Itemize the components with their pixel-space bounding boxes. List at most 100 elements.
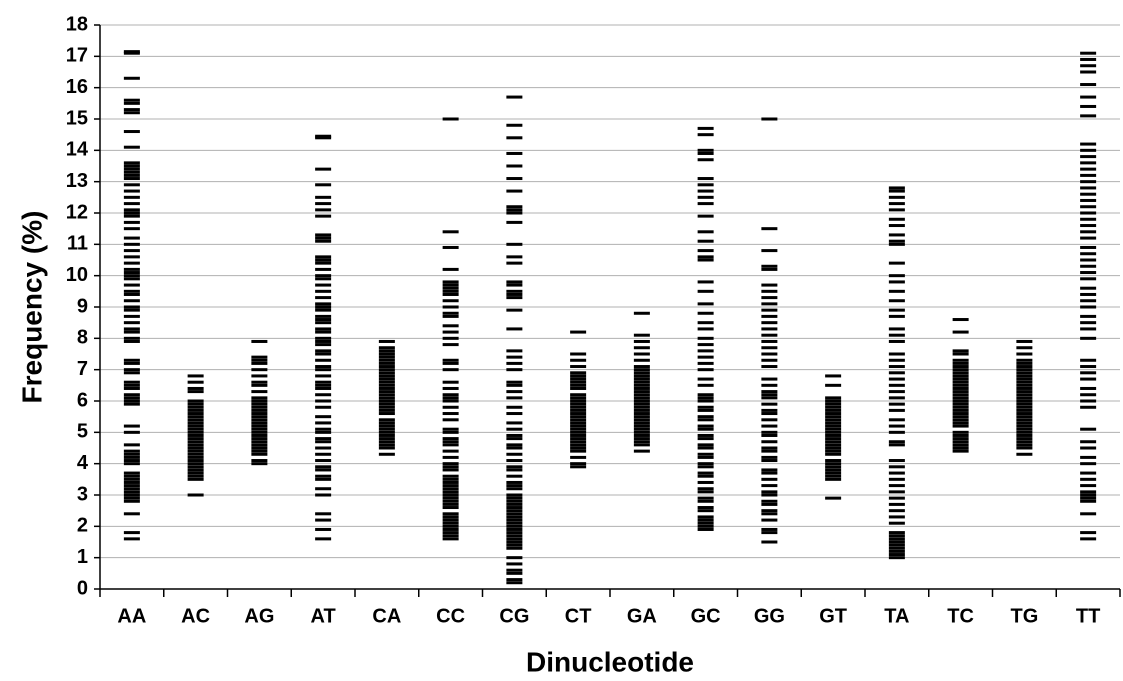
dash: [633, 443, 650, 447]
dash: [442, 299, 459, 303]
dash: [442, 465, 459, 469]
dash: [315, 365, 332, 369]
dash: [506, 280, 523, 284]
dash: [378, 443, 395, 447]
dash: [315, 358, 332, 362]
dash: [570, 408, 587, 412]
dash: [825, 402, 842, 406]
dash: [761, 449, 778, 453]
dash: [633, 424, 650, 428]
dash: [123, 368, 140, 372]
dash: [1080, 217, 1097, 221]
dash: [697, 258, 714, 262]
dash: [888, 224, 905, 228]
y-tick-label: 16: [66, 76, 88, 98]
dash: [888, 430, 905, 434]
dash: [888, 543, 905, 547]
dash: [1080, 305, 1097, 309]
dash: [570, 462, 587, 466]
dash: [506, 208, 523, 212]
dash: [825, 446, 842, 450]
dash: [888, 365, 905, 369]
dash: [123, 242, 140, 246]
dash: [1016, 440, 1033, 444]
dash: [697, 452, 714, 456]
dash: [442, 245, 459, 249]
dash: [1016, 443, 1033, 447]
dash: [697, 255, 714, 259]
dash: [761, 540, 778, 544]
dash: [952, 433, 969, 437]
dash: [442, 292, 459, 296]
dash: [1016, 415, 1033, 419]
dash: [442, 396, 459, 400]
dash: [315, 327, 332, 331]
dash: [633, 371, 650, 375]
dash: [633, 393, 650, 397]
dash: [123, 227, 140, 231]
dash: [378, 446, 395, 450]
dash: [697, 321, 714, 325]
dash: [442, 343, 459, 347]
dash: [888, 396, 905, 400]
dash: [1080, 198, 1097, 202]
dash: [888, 208, 905, 212]
dash: [1080, 64, 1097, 68]
dash: [697, 446, 714, 450]
dash: [1080, 471, 1097, 475]
dash: [570, 405, 587, 409]
dash: [697, 424, 714, 428]
dash: [378, 418, 395, 422]
dash: [888, 515, 905, 519]
dash: [952, 443, 969, 447]
dash: [315, 452, 332, 456]
dash: [697, 490, 714, 494]
dash: [251, 383, 268, 387]
dash: [315, 136, 332, 140]
dash: [888, 280, 905, 284]
dash: [123, 537, 140, 541]
dash: [315, 302, 332, 306]
dash: [187, 474, 204, 478]
dash: [506, 540, 523, 544]
y-tick-label: 12: [66, 201, 88, 223]
dash: [697, 177, 714, 181]
dash: [1080, 327, 1097, 331]
dash: [506, 412, 523, 416]
dash: [506, 136, 523, 140]
dash: [1080, 531, 1097, 535]
dash: [506, 396, 523, 400]
dash: [187, 390, 204, 394]
dash: [952, 365, 969, 369]
dash: [761, 289, 778, 293]
dash: [378, 405, 395, 409]
dash: [1080, 180, 1097, 184]
dash: [1016, 352, 1033, 356]
dash: [825, 412, 842, 416]
dash: [1080, 377, 1097, 381]
dash: [825, 383, 842, 387]
dash: [633, 380, 650, 384]
dash: [761, 433, 778, 437]
dash: [378, 437, 395, 441]
dash: [697, 349, 714, 353]
dash: [123, 189, 140, 193]
dash: [1080, 264, 1097, 268]
dash: [888, 289, 905, 293]
dash: [251, 355, 268, 359]
dash: [952, 446, 969, 450]
dash: [1080, 161, 1097, 165]
dash: [442, 427, 459, 431]
dash: [825, 405, 842, 409]
dash: [761, 346, 778, 350]
dash: [633, 346, 650, 350]
x-tick-label: TC: [947, 605, 974, 627]
dash: [952, 430, 969, 434]
dash: [761, 296, 778, 300]
dash: [570, 433, 587, 437]
dash: [251, 339, 268, 343]
dash: [1080, 462, 1097, 466]
dash: [442, 361, 459, 365]
dash: [1080, 493, 1097, 497]
dash: [825, 424, 842, 428]
